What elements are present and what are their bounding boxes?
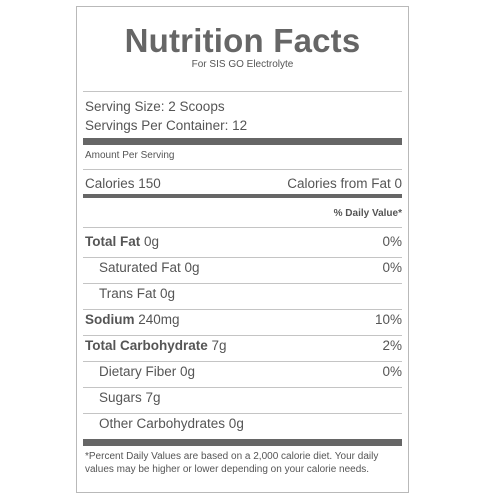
divider (83, 91, 402, 92)
nutrient-amount: 7g (207, 338, 227, 353)
divider-thick (83, 138, 402, 145)
nutrient-dv: 10% (374, 312, 402, 327)
nutrient-other-carbohydrates: Other Carbohydrates 0g (99, 416, 244, 431)
footnote: *Percent Daily Values are based on a 2,0… (85, 451, 379, 475)
nutrient-sodium: Sodium 240mg (85, 312, 180, 328)
servings-per-container: Servings Per Container: 12 (85, 118, 248, 133)
nutrient-amount: 0g (140, 234, 160, 249)
divider (83, 335, 402, 336)
nutrient-amount: 240mg (134, 312, 180, 327)
divider-medium (83, 194, 402, 198)
divider (83, 257, 402, 258)
nutrition-facts-label: Nutrition Facts For SIS GO Electrolyte S… (76, 6, 409, 493)
nutrient-name: Total Carbohydrate (85, 338, 208, 353)
divider (83, 413, 402, 414)
serving-size: Serving Size: 2 Scoops (85, 99, 225, 114)
nutrient-trans-fat: Trans Fat 0g (99, 286, 176, 301)
divider (83, 361, 402, 362)
nutrient-dv: 0% (382, 234, 402, 249)
nutrient-sugars: Sugars 7g (99, 390, 161, 405)
divider (83, 227, 402, 228)
divider-thick (83, 439, 402, 446)
divider (83, 283, 402, 284)
daily-value-header: % Daily Value* (333, 208, 402, 219)
calories: Calories 150 (85, 176, 161, 191)
amount-per-serving: Amount Per Serving (85, 150, 175, 161)
nutrient-saturated-fat: Saturated Fat 0g (99, 260, 200, 275)
nutrient-name: Total Fat (85, 234, 141, 249)
nutrient-dv: 2% (382, 338, 402, 353)
nutrient-dietary-fiber: Dietary Fiber 0g (99, 364, 196, 379)
nutrient-total-carbohydrate: Total Carbohydrate 7g (85, 338, 227, 354)
calories-from-fat: Calories from Fat 0 (287, 176, 402, 191)
nutrient-dv: 0% (382, 260, 402, 275)
nutrient-name: Sodium (85, 312, 135, 327)
divider (83, 169, 402, 170)
divider (83, 309, 402, 310)
label-title: Nutrition Facts (124, 22, 361, 59)
divider (83, 387, 402, 388)
nutrient-total-fat: Total Fat 0g (85, 234, 159, 250)
nutrient-dv: 0% (382, 364, 402, 379)
label-subtitle: For SIS GO Electrolyte (191, 59, 294, 70)
